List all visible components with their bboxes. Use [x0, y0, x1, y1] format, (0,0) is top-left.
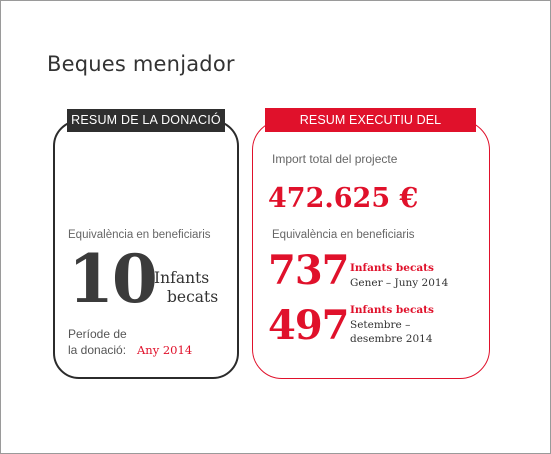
donation-beneficiaries-number: 10 [68, 240, 158, 318]
project-import-value: 472.625 € [268, 183, 419, 214]
project-beneficiaries-number-2: 497 [268, 302, 349, 349]
project-import-label: Import total del projecte [272, 152, 398, 166]
donation-period-value: Any 2014 [137, 343, 193, 357]
page-title: Beques menjador [47, 52, 235, 76]
unit-line-2: becats [167, 288, 219, 306]
period-2-line-1: Setembre – [350, 319, 411, 331]
donation-period-label: Període de la donació: [68, 326, 127, 358]
project-equivalence-label: Equivalència en beneficiaris [272, 229, 415, 241]
donation-equivalence-label: Equivalència en beneficiaris [68, 229, 211, 241]
donation-beneficiaries-unit: Infants becats [154, 269, 218, 307]
donation-summary-label: RESUM DE LA DONACIÓ [67, 109, 225, 132]
period-2-line-2: desembre 2014 [350, 333, 433, 345]
project-beneficiaries-period-2: Setembre – desembre 2014 [350, 318, 433, 346]
unit-line-1: Infants [154, 269, 210, 287]
project-beneficiaries-number-1: 737 [268, 247, 349, 294]
period-line-1: Període de [68, 327, 127, 341]
project-beneficiaries-label-1: Infants becats [350, 262, 434, 274]
project-beneficiaries-period-1: Gener – Juny 2014 [350, 277, 449, 289]
period-line-2: la donació: [68, 343, 127, 357]
project-summary-label: RESUM EXECUTIU DEL PROJECTE [265, 108, 476, 151]
project-beneficiaries-label-2: Infants becats [350, 304, 434, 316]
